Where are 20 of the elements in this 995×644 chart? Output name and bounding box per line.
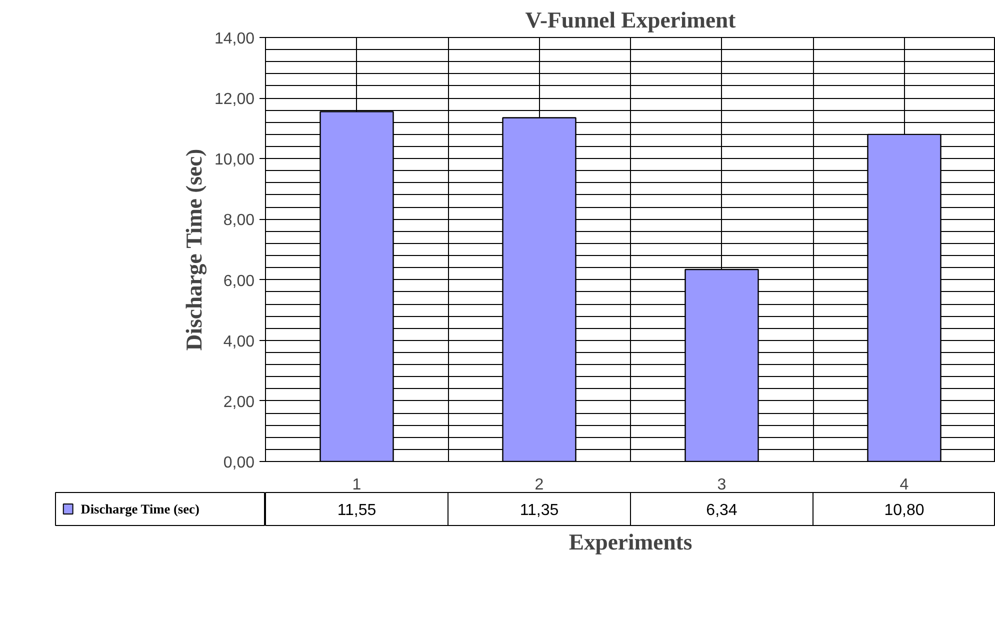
- y-tick-label: 4,00: [223, 333, 255, 350]
- y-axis-title: Discharge Time (sec): [181, 148, 206, 351]
- x-tick-label: 3: [717, 476, 726, 494]
- chart-title: V-Funnel Experiment: [525, 8, 736, 32]
- y-tick-label: 10,00: [214, 152, 255, 169]
- y-tick-label: 8,00: [223, 212, 255, 230]
- y-tick-label: 12,00: [214, 91, 255, 108]
- y-tick-label: 14,00: [214, 30, 255, 48]
- x-axis-title: Experiments: [568, 530, 692, 554]
- data-label: 10,80: [884, 502, 924, 519]
- y-tick-label: 0,00: [223, 454, 255, 472]
- data-label: 11,35: [520, 502, 559, 519]
- data-label: 11,55: [337, 502, 376, 519]
- legend-label: Discharge Time (sec): [80, 502, 200, 516]
- x-tick-label: 2: [534, 476, 544, 494]
- y-tick-label: 6,00: [223, 272, 255, 290]
- x-tick-label: 1: [352, 476, 362, 494]
- y-tick-label: 2,00: [223, 394, 255, 411]
- data-label: 6,34: [706, 502, 738, 519]
- x-tick-label: 4: [900, 476, 909, 494]
